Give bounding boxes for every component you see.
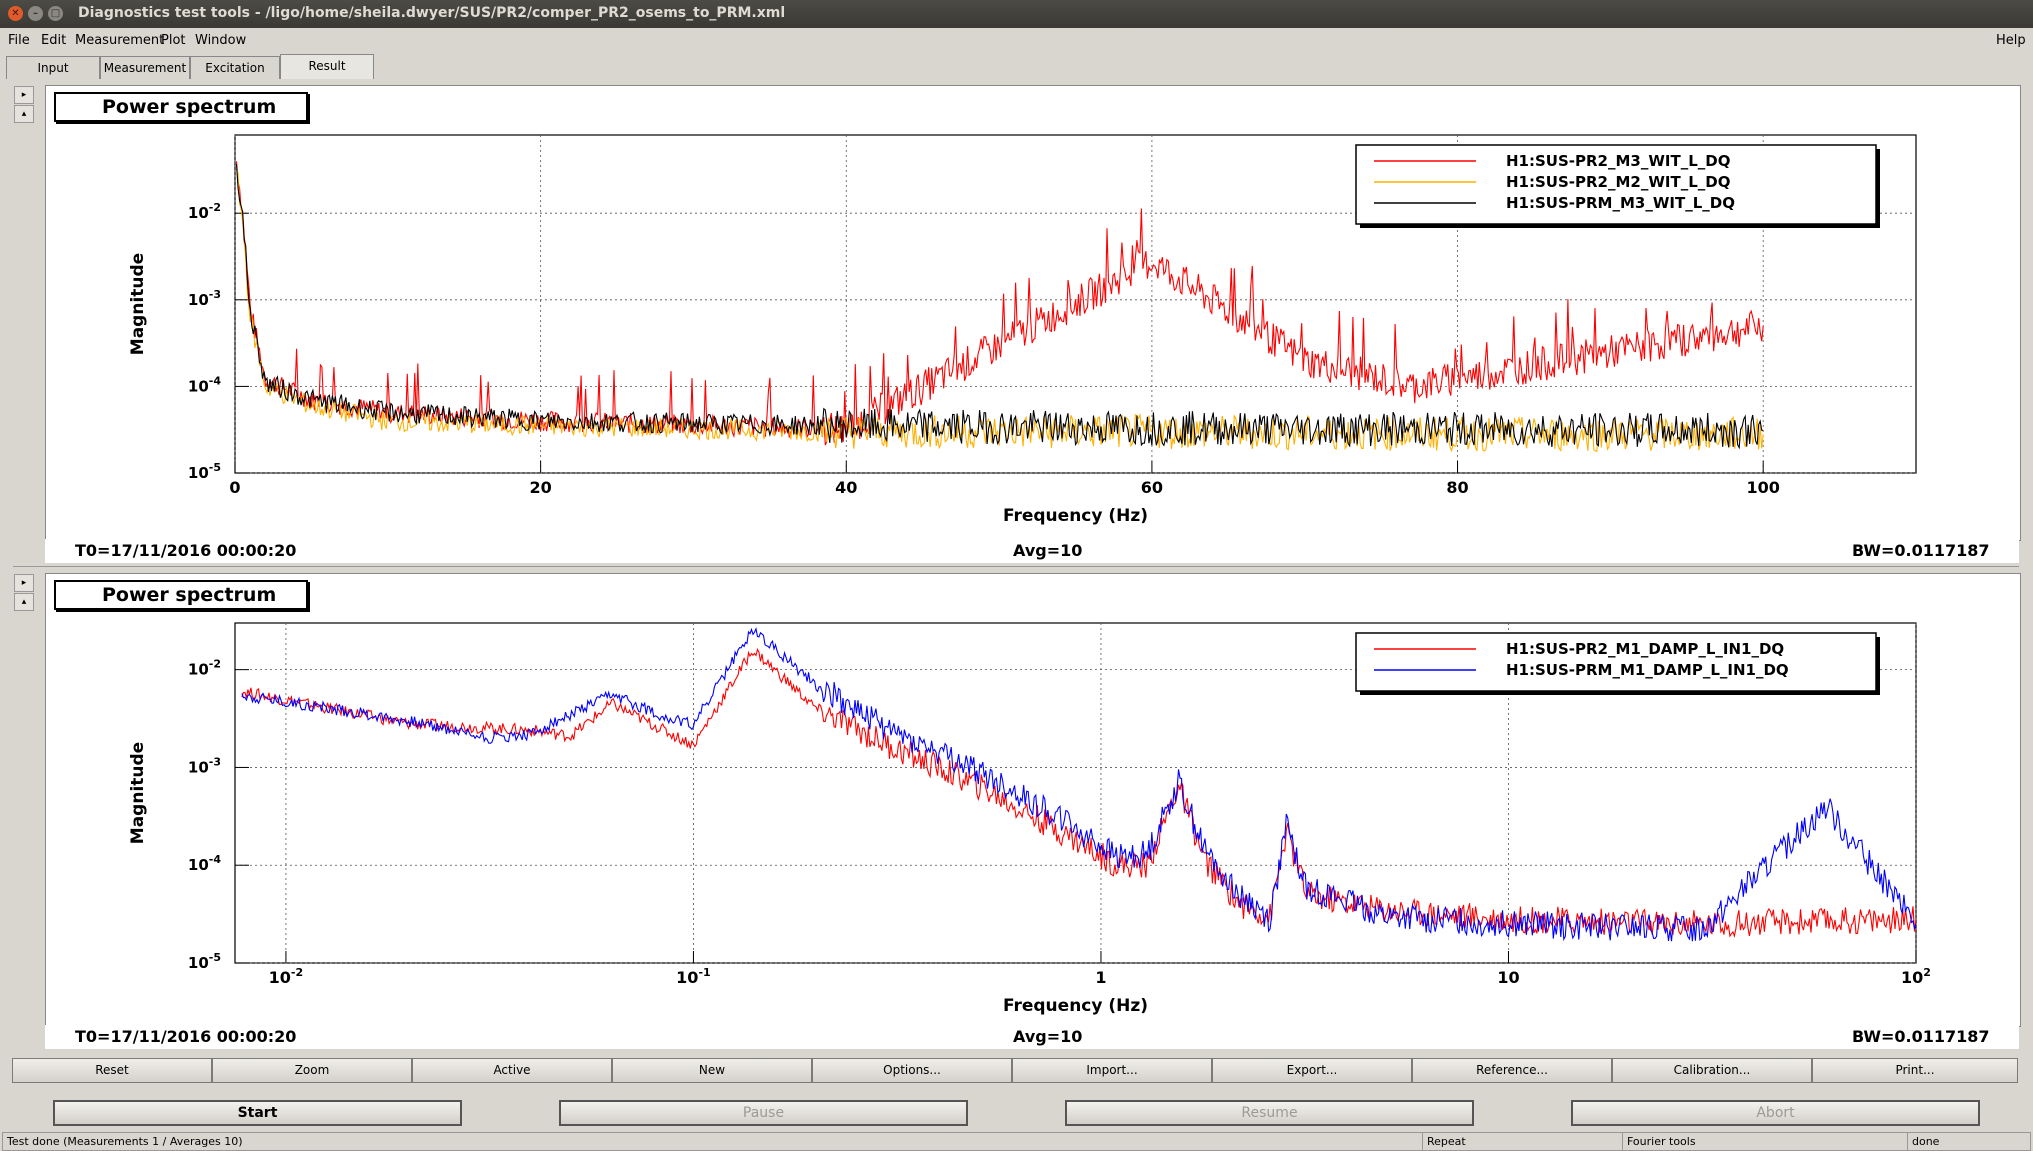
plot-panel-1[interactable]: Power spectrum 0 20 40 60 80 100 10-5 10-4 10-3 1… <box>45 85 2021 541</box>
plot-0-legend-label-1: H1:SUS-PR2_M2_WIT_L_DQ <box>1506 173 1730 191</box>
function-button-row: Reset Zoom Active New Options... Import.… <box>12 1058 2020 1083</box>
pause-button[interactable]: Pause <box>559 1100 968 1126</box>
power-spectrum-chart-2[interactable]: 10-2 10-1 1 10 102 10-5 10-4 10-3 10-2 Frequency … <box>46 574 2020 1026</box>
plot-2-info: T0=17/11/2016 00:00:20 Avg=10 BW=0.01171… <box>45 1025 2019 1049</box>
calibration-button[interactable]: Calibration... <box>1612 1058 1812 1083</box>
plot-0-ytick-label: 10-5 <box>188 461 221 482</box>
plot-0-xtick-label: 40 <box>835 478 857 497</box>
plot-2-bw: BW=0.0117187 <box>1852 1027 1990 1046</box>
status-message: Test done (Measurements 1 / Averages 10) <box>2 1132 1423 1151</box>
plot-2-title: Power spectrum <box>54 580 308 610</box>
plot-1-legend-label-0: H1:SUS-PR2_M1_DAMP_L_IN1_DQ <box>1506 640 1784 658</box>
new-button[interactable]: New <box>612 1058 812 1083</box>
tab-result[interactable]: Result <box>280 54 374 79</box>
plot-2-t0: T0=17/11/2016 00:00:20 <box>75 1027 297 1046</box>
plot-0-xtick-label: 0 <box>229 478 240 497</box>
plot-1-ytick-label: 10-4 <box>188 853 221 874</box>
options-button[interactable]: Options... <box>812 1058 1012 1083</box>
plot-1-title: Power spectrum <box>54 92 308 122</box>
status-tool: Fourier tools <box>1622 1132 1908 1151</box>
plot-1-xtick-label: 10-2 <box>269 966 304 987</box>
plot-1-xlabel: Frequency (Hz) <box>1003 996 1148 1016</box>
menu-edit[interactable]: Edit <box>41 33 67 48</box>
plot-0-legend <box>1355 144 1877 225</box>
status-bar: Test done (Measurements 1 / Averages 10)… <box>0 1131 2033 1151</box>
pane-divider[interactable] <box>13 566 2019 571</box>
tab-measurement[interactable]: Measurement <box>100 56 190 79</box>
maximize-icon[interactable]: □ <box>48 6 63 21</box>
plot-0-ylabel: Magnitude <box>128 253 148 355</box>
menu-plot[interactable]: Plot <box>161 33 186 48</box>
plot-1-xtick-label: 1 <box>1095 968 1106 987</box>
window-title: Diagnostics test tools - /ligo/home/shei… <box>78 5 786 21</box>
reference-button[interactable]: Reference... <box>1412 1058 1612 1083</box>
menu-window[interactable]: Window <box>195 33 247 48</box>
zoom-button[interactable]: Zoom <box>212 1058 412 1083</box>
menu-file[interactable]: File <box>8 33 30 48</box>
control-button-row: Start Pause Resume Abort <box>0 1098 2033 1126</box>
plot-1-series-1-line <box>241 626 1916 942</box>
pane1-expand-right-icon[interactable]: ▸ <box>14 86 34 104</box>
plot-0-xtick-label: 100 <box>1746 478 1779 497</box>
status-mode: Repeat <box>1422 1132 1623 1151</box>
pane2-collapse-up-icon[interactable]: ▴ <box>14 593 34 611</box>
reset-button[interactable]: Reset <box>12 1058 212 1083</box>
export-button[interactable]: Export... <box>1212 1058 1412 1083</box>
abort-button[interactable]: Abort <box>1571 1100 1980 1126</box>
menu-bar: File Edit Measurement Plot Window Help <box>0 30 2033 52</box>
plot-1-legend-label-1: H1:SUS-PRM_M1_DAMP_L_IN1_DQ <box>1506 661 1789 679</box>
pane2-expand-right-icon[interactable]: ▸ <box>14 574 34 592</box>
plot-0-ytick-label: 10-4 <box>188 374 221 395</box>
plot-1-xtick-label: 10-1 <box>676 966 711 987</box>
plot-1-t0: T0=17/11/2016 00:00:20 <box>75 541 297 560</box>
plot-1-xtick-label: 10 <box>1497 968 1519 987</box>
plot-0-xtick-label: 20 <box>530 478 552 497</box>
status-state: done <box>1907 1132 2031 1151</box>
plot-0-xtick-label: 60 <box>1141 478 1163 497</box>
menu-measurement[interactable]: Measurement <box>75 33 165 48</box>
plot-1-xtick-label: 102 <box>1901 966 1931 987</box>
plot-1-ytick-label: 10-2 <box>188 658 221 679</box>
plot-1-ylabel: Magnitude <box>128 742 148 844</box>
plot-1-bw: BW=0.0117187 <box>1852 541 1990 560</box>
plot-0-ytick-label: 10-2 <box>188 201 221 222</box>
import-button[interactable]: Import... <box>1012 1058 1212 1083</box>
window-titlebar[interactable]: ✕ – □ Diagnostics test tools - /ligo/hom… <box>0 0 2033 28</box>
pane1-collapse-up-icon[interactable]: ▴ <box>14 105 34 123</box>
plot-1-legend <box>1355 632 1877 692</box>
plot-panel-2[interactable]: Power spectrum 10-2 10-1 1 10 102 10-5 10-4 10-… <box>45 573 2021 1027</box>
plot-1-ytick-label: 10-5 <box>188 951 221 972</box>
plot-0-series-2-line <box>235 164 1764 450</box>
plot-1-avg: Avg=10 <box>1013 541 1083 560</box>
plot-0-xtick-label: 80 <box>1446 478 1468 497</box>
plot-0-xlabel: Frequency (Hz) <box>1003 506 1148 526</box>
power-spectrum-chart-1[interactable]: 0 20 40 60 80 100 10-5 10-4 10-3 10-2 Frequency (H… <box>46 86 2020 540</box>
plot-1-info: T0=17/11/2016 00:00:20 Avg=10 BW=0.01171… <box>45 539 2019 563</box>
plot-0-ytick-label: 10-3 <box>188 288 221 309</box>
menu-help[interactable]: Help <box>1996 33 2026 48</box>
plot-2-avg: Avg=10 <box>1013 1027 1083 1046</box>
resume-button[interactable]: Resume <box>1065 1100 1474 1126</box>
start-button[interactable]: Start <box>53 1100 462 1126</box>
tab-input[interactable]: Input <box>6 56 100 79</box>
close-icon[interactable]: ✕ <box>8 6 23 21</box>
plot-0-legend-label-2: H1:SUS-PRM_M3_WIT_L_DQ <box>1506 194 1735 212</box>
plot-1-ytick-label: 10-3 <box>188 755 221 776</box>
minimize-icon[interactable]: – <box>28 6 43 21</box>
print-button[interactable]: Print... <box>1812 1058 2018 1083</box>
tab-excitation[interactable]: Excitation <box>190 56 280 79</box>
plot-0-legend-label-0: H1:SUS-PR2_M3_WIT_L_DQ <box>1506 152 1730 170</box>
active-button[interactable]: Active <box>412 1058 612 1083</box>
